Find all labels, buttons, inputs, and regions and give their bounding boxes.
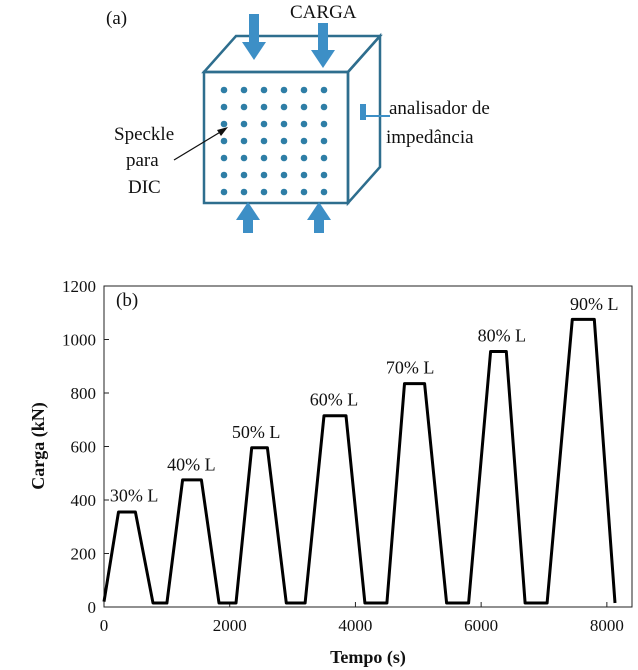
speckle-dot bbox=[260, 154, 268, 162]
y-tick-label: 1000 bbox=[62, 331, 96, 350]
diagram-panel: (a) CARGA an bbox=[106, 2, 490, 233]
peak-label: 30% L bbox=[110, 485, 159, 505]
speckle-dot bbox=[260, 188, 268, 196]
speckle-dot bbox=[260, 120, 268, 128]
peak-label: 90% L bbox=[570, 294, 619, 314]
speckle-dot bbox=[320, 86, 328, 94]
x-tick-label: 4000 bbox=[338, 616, 372, 635]
y-tick-label: 1200 bbox=[62, 277, 96, 296]
load-arrow-bottom-left bbox=[236, 202, 260, 233]
speckle-dot bbox=[320, 154, 328, 162]
speckle-dot bbox=[220, 137, 228, 145]
load-label: CARGA bbox=[290, 2, 357, 23]
peak-label: 80% L bbox=[478, 325, 527, 345]
speckle-dot bbox=[320, 137, 328, 145]
load-time-chart: (b) 0 200 400 600 800 1000 1200 0 2000 4000 6000 8… bbox=[28, 277, 633, 668]
speckle-dot bbox=[220, 154, 228, 162]
y-axis-title: Carga (kN) bbox=[28, 402, 49, 490]
speckle-dot bbox=[240, 171, 248, 179]
speckle-dot bbox=[300, 137, 308, 145]
speckle-dot bbox=[320, 171, 328, 179]
load-arrow-top-right bbox=[311, 23, 335, 68]
y-axis-ticks: 0 200 400 600 800 1000 1200 bbox=[62, 277, 109, 617]
speckle-dot bbox=[240, 120, 248, 128]
peak-label: 60% L bbox=[310, 390, 359, 410]
speckle-dot bbox=[280, 171, 288, 179]
speckle-dot bbox=[300, 86, 308, 94]
plot-frame bbox=[103, 285, 633, 608]
speckle-dot bbox=[220, 171, 228, 179]
speckle-dot bbox=[280, 86, 288, 94]
speckle-dot bbox=[220, 188, 228, 196]
speckle-label-line1: Speckle bbox=[114, 124, 174, 145]
speckle-dot bbox=[260, 86, 268, 94]
speckle-dot bbox=[220, 86, 228, 94]
x-tick-label: 6000 bbox=[464, 616, 498, 635]
y-tick-label: 800 bbox=[71, 384, 97, 403]
x-tick-label: 2000 bbox=[213, 616, 247, 635]
speckle-dot bbox=[280, 103, 288, 111]
speckle-dot bbox=[280, 188, 288, 196]
speckle-label-line3: DIC bbox=[128, 177, 161, 198]
speckle-dot bbox=[260, 171, 268, 179]
diagram-panel-label: (a) bbox=[106, 8, 127, 29]
speckle-dot bbox=[280, 120, 288, 128]
speckle-dot bbox=[280, 137, 288, 145]
speckle-dot bbox=[260, 137, 268, 145]
speckle-dot bbox=[260, 103, 268, 111]
speckle-dot bbox=[320, 188, 328, 196]
x-axis-title: Tempo (s) bbox=[330, 647, 406, 668]
speckle-label-line2: para bbox=[126, 150, 159, 171]
speckle-dot bbox=[300, 103, 308, 111]
x-tick-label: 8000 bbox=[590, 616, 624, 635]
speckle-dot bbox=[240, 86, 248, 94]
speckle-pointer-arrow bbox=[173, 127, 228, 161]
specimen-cube bbox=[201, 32, 383, 207]
speckle-dot bbox=[220, 120, 228, 128]
y-tick-label: 0 bbox=[88, 598, 97, 617]
speckle-dot bbox=[320, 120, 328, 128]
speckle-dot bbox=[280, 154, 288, 162]
speckle-dot bbox=[300, 154, 308, 162]
load-series-line bbox=[102, 317, 617, 605]
y-tick-label: 600 bbox=[71, 438, 97, 457]
speckle-dot bbox=[320, 103, 328, 111]
speckle-dot bbox=[300, 120, 308, 128]
speckle-dot bbox=[240, 154, 248, 162]
peak-label: 50% L bbox=[232, 422, 281, 442]
peak-label: 70% L bbox=[386, 357, 435, 377]
speckle-dot bbox=[240, 103, 248, 111]
impedance-label-line2: impedância bbox=[386, 127, 474, 148]
peak-labels: 30% L 40% L 50% L 60% L 70% L 80% L 90% L bbox=[110, 294, 619, 505]
peak-label: 40% L bbox=[167, 455, 216, 475]
speckle-dot bbox=[300, 188, 308, 196]
y-tick-label: 400 bbox=[71, 491, 97, 510]
x-tick-label: 0 bbox=[100, 616, 109, 635]
impedance-sensor bbox=[360, 104, 390, 120]
load-arrow-top-left bbox=[242, 14, 266, 60]
cube-side-face bbox=[346, 32, 382, 207]
impedance-label-line1: analisador de bbox=[389, 98, 490, 119]
speckle-dot bbox=[240, 188, 248, 196]
x-axis-ticks: 0 2000 4000 6000 8000 bbox=[100, 602, 624, 635]
speckle-dot bbox=[300, 171, 308, 179]
speckle-dot-grid bbox=[220, 86, 328, 196]
chart-panel-label: (b) bbox=[116, 290, 138, 311]
speckle-dot bbox=[220, 103, 228, 111]
speckle-dot bbox=[240, 137, 248, 145]
load-arrow-bottom-right bbox=[307, 202, 331, 233]
y-tick-label: 200 bbox=[71, 545, 97, 564]
